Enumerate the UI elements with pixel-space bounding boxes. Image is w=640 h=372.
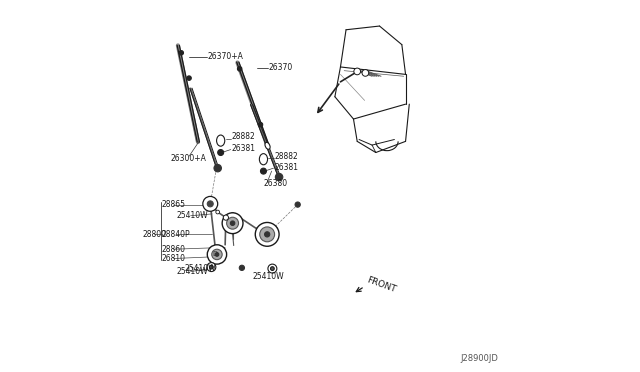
Ellipse shape [259,154,268,165]
Text: 26381: 26381 [275,163,298,172]
Circle shape [212,249,222,260]
Text: 28800: 28800 [143,230,166,239]
Circle shape [230,221,235,225]
Circle shape [362,70,369,76]
Ellipse shape [216,135,225,146]
Circle shape [209,265,213,269]
Circle shape [207,263,216,272]
Text: 26380: 26380 [264,179,287,188]
Text: 25410W: 25410W [177,267,209,276]
Circle shape [203,196,218,211]
Text: 28860: 28860 [162,245,186,254]
Circle shape [264,232,270,237]
Text: J28900JD: J28900JD [461,354,499,363]
Circle shape [268,264,277,273]
Circle shape [207,201,213,207]
Ellipse shape [265,142,270,149]
Circle shape [259,122,262,127]
Circle shape [222,213,243,234]
Circle shape [187,76,191,80]
Circle shape [214,164,221,172]
Text: 26810: 26810 [162,254,186,263]
Text: 28865: 28865 [162,200,186,209]
Circle shape [223,215,228,220]
Circle shape [215,253,219,256]
Circle shape [237,67,242,71]
Circle shape [218,150,223,155]
Text: 26300+A: 26300+A [170,154,206,163]
Text: 26370: 26370 [269,63,293,72]
Circle shape [255,222,279,246]
Text: 25410W: 25410W [177,211,209,220]
Circle shape [179,51,184,55]
Text: 25410W: 25410W [184,264,216,273]
Text: FRONT: FRONT [365,276,397,295]
Text: 26381: 26381 [232,144,255,153]
Text: 28882: 28882 [275,152,298,161]
Circle shape [216,210,220,214]
Circle shape [354,68,360,75]
Circle shape [275,173,283,181]
Circle shape [207,245,227,264]
Text: D: D [212,251,218,257]
Circle shape [271,267,275,270]
Circle shape [239,265,244,270]
Text: 28882: 28882 [232,132,255,141]
Text: 28840P: 28840P [162,230,191,239]
Text: 25410W: 25410W [252,272,284,280]
Circle shape [260,227,275,242]
Circle shape [295,202,300,207]
Circle shape [260,168,266,174]
Text: 26370+A: 26370+A [207,52,243,61]
Circle shape [227,217,239,229]
